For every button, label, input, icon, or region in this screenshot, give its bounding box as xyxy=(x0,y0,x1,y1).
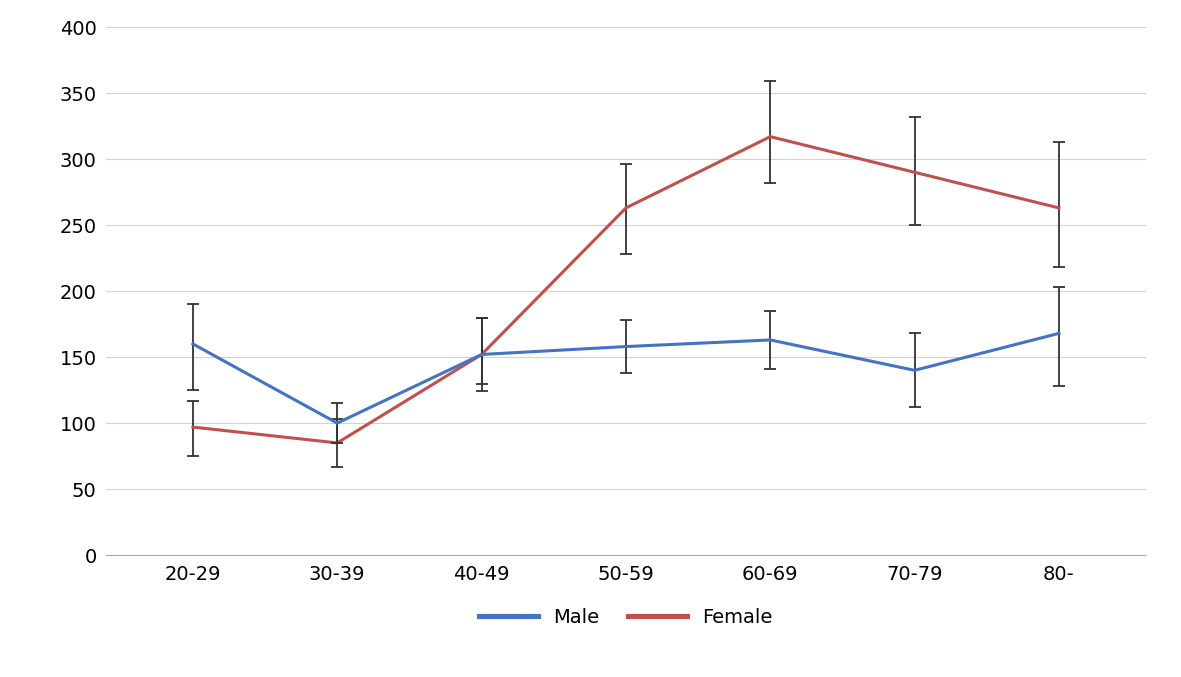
Legend: Male, Female: Male, Female xyxy=(471,600,781,635)
